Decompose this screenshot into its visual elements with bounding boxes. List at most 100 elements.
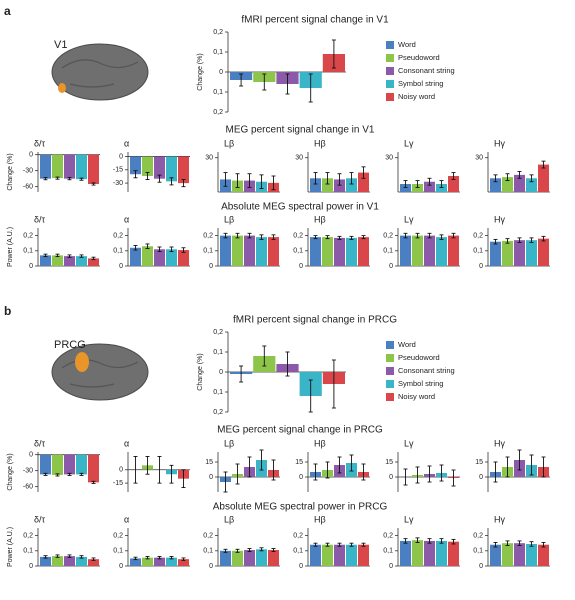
y-tick-label: 0 [219, 369, 223, 376]
y-tick-label: 0,2 [113, 232, 123, 239]
bar [346, 178, 357, 192]
subplot-title: α [124, 514, 129, 524]
subplot-title: α [124, 438, 129, 448]
y-tick-label: 0,2 [113, 532, 123, 539]
bar [412, 540, 423, 566]
bar [220, 550, 231, 566]
y-tick-label: 0,2 [23, 232, 33, 239]
legend-label: Symbol string [398, 79, 443, 88]
bar [502, 240, 513, 266]
y-tick-label: 0,1 [23, 248, 33, 255]
subplot-title: Lβ [224, 514, 234, 524]
bar [52, 255, 63, 266]
y-tick-label: 0,1 [113, 248, 123, 255]
bar [502, 177, 513, 192]
section-heading: Absolute MEG spectral power in PRCG [213, 502, 388, 513]
brain-fold [69, 83, 115, 88]
bar [232, 550, 243, 566]
subplot-title: Lβ [224, 138, 234, 148]
bar [154, 156, 165, 179]
subplot-title: Lγ [404, 138, 414, 148]
legend-swatch [386, 41, 394, 49]
bar [40, 556, 51, 566]
bar [358, 237, 369, 266]
bar [526, 543, 537, 566]
bar [178, 156, 189, 184]
y-tick-label: 0 [119, 263, 123, 270]
subplot-title: Hβ [314, 138, 326, 148]
bar [526, 178, 537, 192]
y-tick-label: 0 [219, 69, 223, 76]
legend-label: Pseudoword [398, 353, 440, 362]
subplot-title: Lγ [404, 438, 414, 448]
y-tick-label: 0,1 [213, 49, 223, 56]
bar [538, 544, 549, 566]
y-tick-label: 0 [389, 263, 393, 270]
bar [490, 178, 501, 192]
bar [310, 237, 321, 266]
bar [490, 241, 501, 266]
y-tick-label: 0 [389, 563, 393, 570]
bar [502, 543, 513, 566]
y-tick-label: 0 [29, 152, 33, 159]
y-tick-label: 0 [119, 563, 123, 570]
y-tick-label: -30 [23, 168, 33, 175]
bar [142, 557, 153, 566]
subplot-title: Lγ [404, 514, 414, 524]
legend-swatch [386, 54, 394, 62]
bar [436, 540, 447, 566]
y-tick-label: 0 [479, 263, 483, 270]
region-label: PRCG [54, 339, 86, 351]
roi [58, 83, 66, 93]
bar [334, 544, 345, 566]
roi [75, 352, 89, 372]
y-tick-label: 0,2 [203, 232, 213, 239]
subplot-title: δ/τ [34, 438, 46, 448]
legend-label: Word [398, 340, 416, 349]
bar [424, 181, 435, 192]
y-tick-label: 15 [205, 459, 213, 466]
y-tick-label: 30 [295, 155, 303, 162]
y-tick-label: 0,2 [293, 532, 303, 539]
subplot-title: δ/τ [34, 138, 46, 148]
y-tick-label: 0,1 [23, 548, 33, 555]
section-heading: Absolute MEG spectral power in V1 [221, 202, 379, 213]
legend-swatch [386, 367, 394, 375]
bar [448, 235, 459, 266]
bar [64, 154, 75, 179]
y-tick-label: 0 [479, 563, 483, 570]
bar [268, 550, 279, 566]
y-tick-label: 0,1 [473, 548, 483, 555]
y-axis-label: Change (%) [197, 53, 204, 90]
legend-swatch [386, 67, 394, 75]
bar [154, 249, 165, 266]
bar [244, 235, 255, 266]
legend-label: Consonant string [398, 66, 455, 75]
y-tick-label: 15 [385, 459, 393, 466]
bar [256, 549, 267, 566]
bar [76, 454, 87, 475]
bar [514, 240, 525, 266]
y-tick-label: 0,2 [383, 232, 393, 239]
subplot-title: Hβ [314, 514, 326, 524]
y-tick-label: 0,2 [383, 532, 393, 539]
y-tick-label: 0,2 [213, 409, 223, 416]
legend-label: Noisy word [398, 392, 435, 401]
y-tick-label: 0,2 [473, 532, 483, 539]
subplot-title: Hγ [494, 214, 505, 224]
y-tick-label: 30 [385, 155, 393, 162]
y-tick-label: 0,1 [383, 248, 393, 255]
legend-swatch [386, 354, 394, 362]
bar [52, 556, 63, 566]
y-tick-label: 0,1 [293, 548, 303, 555]
bar [256, 237, 267, 266]
legend-label: Word [398, 40, 416, 49]
bar [490, 544, 501, 566]
y-tick-label: 0 [29, 263, 33, 270]
y-tick-label: 0,1 [113, 548, 123, 555]
subplot-title: δ/τ [34, 214, 46, 224]
subplot-title: α [124, 214, 129, 224]
bar [310, 178, 321, 192]
subplot-title: Hβ [314, 214, 326, 224]
